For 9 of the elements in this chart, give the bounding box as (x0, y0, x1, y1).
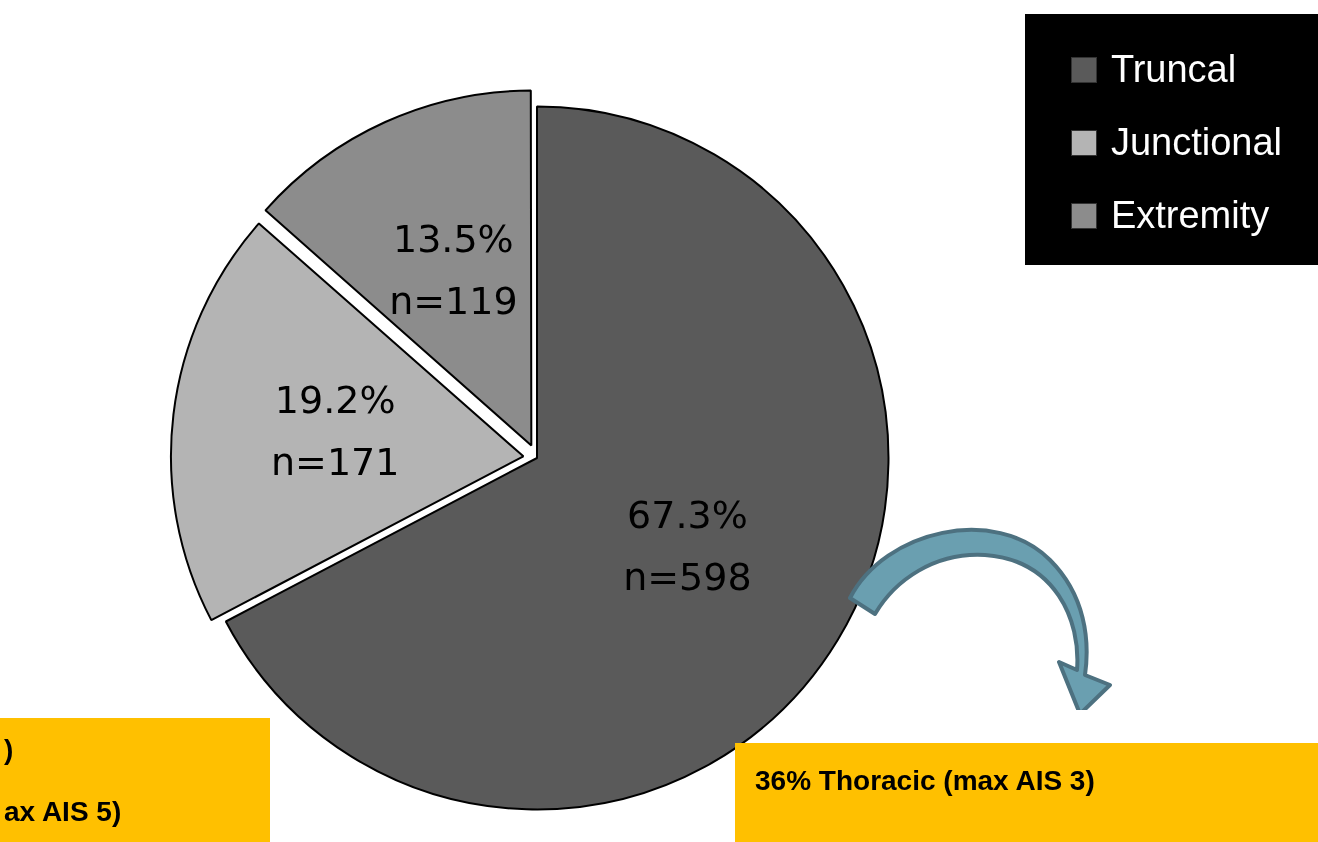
data-label: 19.2% n=171 (270, 377, 400, 484)
text: 36% Thoracic (max AIS 3) (755, 765, 1096, 797)
legend-label: Truncal (1110, 48, 1237, 91)
data-label: 13.5% n=119 (389, 216, 518, 323)
data-label: 67.3% n=598 (623, 492, 752, 599)
legend-label: Junctional (1110, 121, 1282, 164)
text: ) (4, 734, 15, 766)
legend-label: Extremity (1110, 194, 1270, 237)
text: ax AIS 5) (4, 796, 123, 828)
